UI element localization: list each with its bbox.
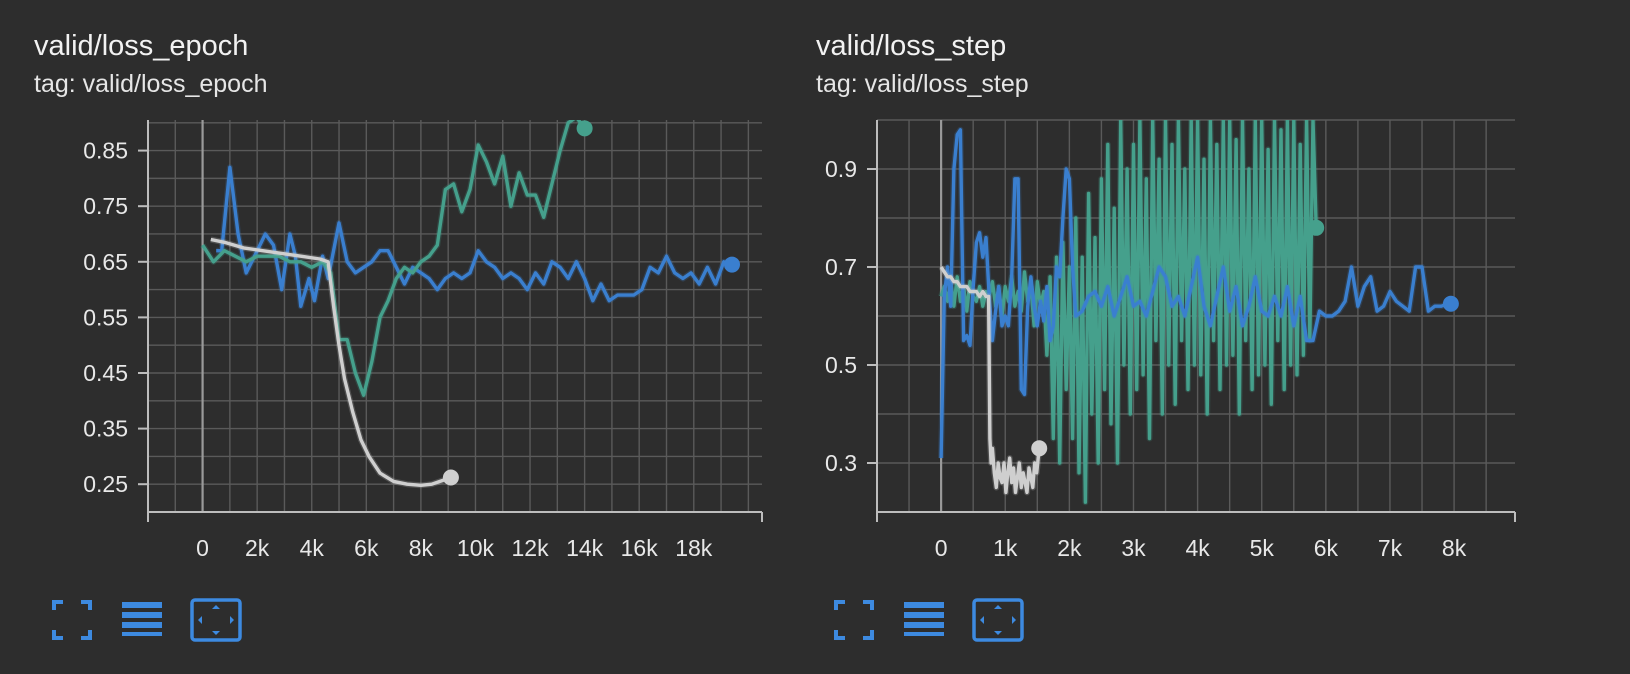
series-line[interactable] bbox=[216, 165, 733, 308]
fullscreen-icon[interactable] bbox=[832, 598, 876, 642]
series-line[interactable] bbox=[939, 128, 1451, 459]
x-tick-label: 6k bbox=[1314, 535, 1339, 561]
x-tick-label: 16k bbox=[621, 535, 659, 561]
series-line-shadow bbox=[216, 164, 733, 310]
x-tick-label: 0 bbox=[196, 535, 209, 561]
series-end-point[interactable] bbox=[442, 469, 459, 486]
data-table-icon[interactable] bbox=[902, 598, 946, 642]
data-table-icon[interactable] bbox=[120, 598, 164, 642]
series-end-point[interactable] bbox=[1031, 440, 1048, 457]
y-tick-label: 0.55 bbox=[83, 304, 128, 330]
x-tick-label: 4k bbox=[300, 535, 325, 561]
series-end-point[interactable] bbox=[1442, 295, 1459, 312]
x-tick-label: 1k bbox=[993, 535, 1018, 561]
chart-tag: tag: valid/loss_epoch bbox=[34, 70, 268, 98]
y-tick-label: 0.65 bbox=[83, 249, 128, 275]
x-tick-label: 5k bbox=[1250, 535, 1275, 561]
series-line[interactable] bbox=[939, 266, 1041, 495]
chart-title: valid/loss_epoch bbox=[34, 30, 249, 62]
x-tick-label: 4k bbox=[1185, 535, 1210, 561]
grid bbox=[147, 120, 762, 513]
chart-card-loss-step: valid/loss_step tag: valid/loss_step 0.3… bbox=[782, 0, 1572, 674]
y-tick-label: 0.85 bbox=[83, 138, 128, 164]
y-tick-label: 0.9 bbox=[825, 156, 857, 182]
x-tick-label: 2k bbox=[245, 535, 270, 561]
fit-domain-icon[interactable] bbox=[972, 598, 1024, 642]
y-tick-label: 0.5 bbox=[825, 352, 857, 378]
chart-tag: tag: valid/loss_step bbox=[816, 70, 1029, 98]
y-tick-label: 0.35 bbox=[83, 416, 128, 442]
chart-plot[interactable]: 0.3 0.5 0.7 0.9 0 1k 2k 3k 4k 5k 6k 7k 8k bbox=[782, 0, 1572, 674]
x-tick-label: 18k bbox=[675, 535, 713, 561]
fit-domain-icon[interactable] bbox=[190, 598, 242, 642]
x-tick-label: 10k bbox=[457, 535, 495, 561]
y-tick-label: 0.75 bbox=[83, 193, 128, 219]
y-tick-label: 0.45 bbox=[83, 360, 128, 386]
y-tick-label: 0.3 bbox=[825, 450, 857, 476]
series-line[interactable] bbox=[201, 117, 586, 397]
fullscreen-icon[interactable] bbox=[50, 598, 94, 642]
x-tick-label: 6k bbox=[354, 535, 379, 561]
x-tick-label: 12k bbox=[511, 535, 549, 561]
series-line[interactable] bbox=[210, 237, 452, 487]
series-end-point[interactable] bbox=[1308, 219, 1325, 236]
series-end-point[interactable] bbox=[723, 256, 740, 273]
x-tick-label: 2k bbox=[1057, 535, 1082, 561]
chart-card-loss-epoch: valid/loss_epoch tag: valid/loss_epoch 0… bbox=[0, 0, 790, 674]
x-tick-label: 0 bbox=[935, 535, 948, 561]
chart-plot[interactable]: 0.25 0.35 0.45 0.55 0.65 0.75 0.85 0 2k 4k 6k 8k 10k… bbox=[0, 0, 790, 674]
x-tick-label: 14k bbox=[566, 535, 604, 561]
series-end-point[interactable] bbox=[576, 120, 593, 137]
x-tick-label: 8k bbox=[409, 535, 434, 561]
y-tick-label: 0.25 bbox=[83, 471, 128, 497]
x-tick-label: 3k bbox=[1121, 535, 1146, 561]
y-tick-label: 0.7 bbox=[825, 254, 857, 280]
x-tick-label: 7k bbox=[1378, 535, 1403, 561]
x-tick-label: 8k bbox=[1442, 535, 1467, 561]
chart-title: valid/loss_step bbox=[816, 30, 1007, 62]
